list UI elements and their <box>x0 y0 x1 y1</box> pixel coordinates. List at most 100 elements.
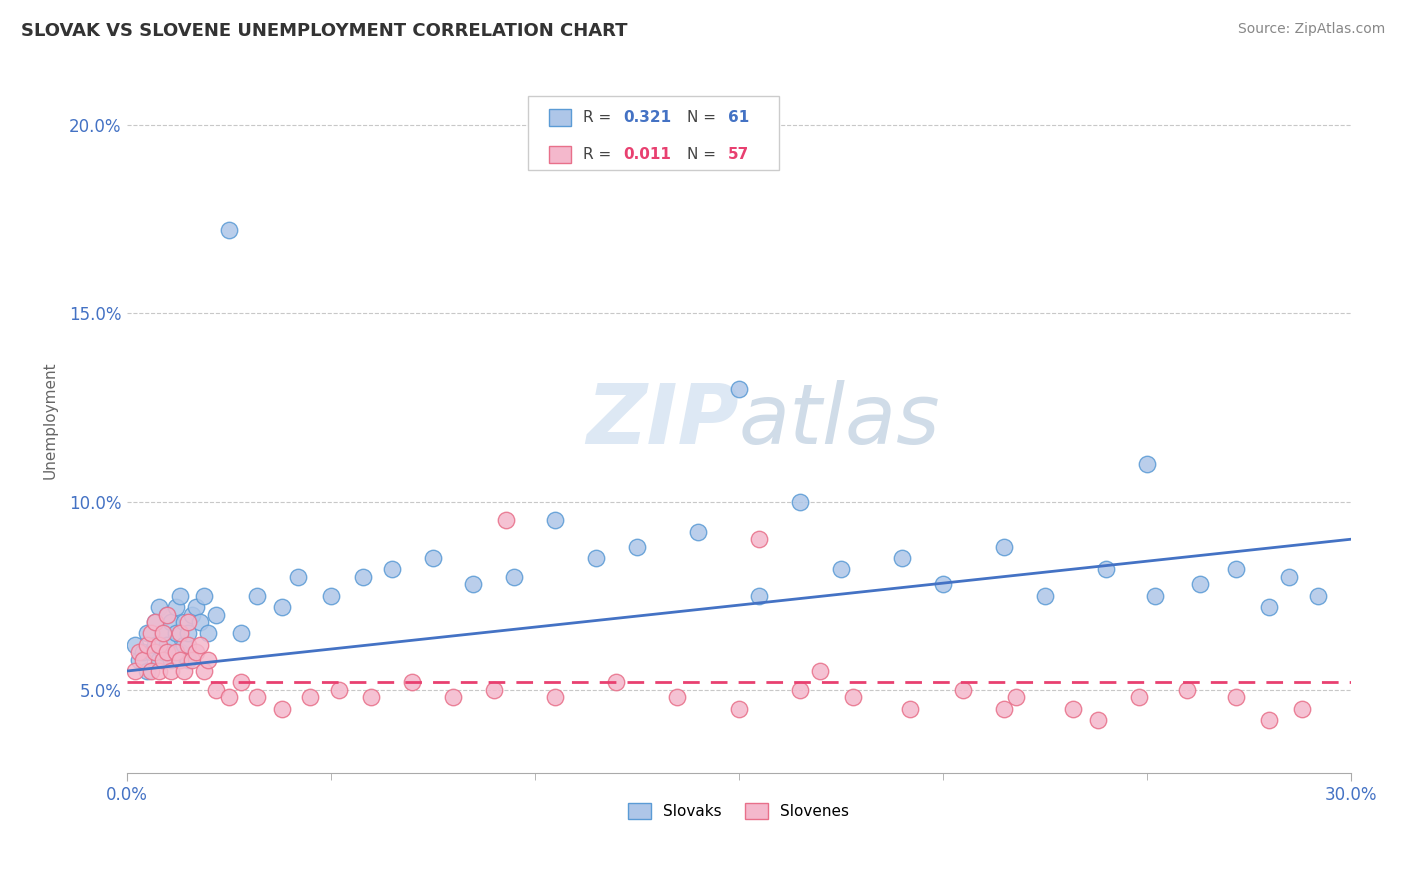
Point <box>143 638 166 652</box>
Point <box>152 653 174 667</box>
Point <box>156 638 179 652</box>
Point <box>205 682 228 697</box>
Point <box>890 551 912 566</box>
Point <box>132 645 155 659</box>
Bar <box>548 110 571 127</box>
Text: Source: ZipAtlas.com: Source: ZipAtlas.com <box>1237 22 1385 37</box>
Point <box>188 638 211 652</box>
Point <box>585 551 607 566</box>
Point <box>160 653 183 667</box>
Point <box>173 638 195 652</box>
Point <box>727 382 749 396</box>
Point <box>152 626 174 640</box>
Point <box>789 682 811 697</box>
Point <box>1095 562 1118 576</box>
Point <box>128 645 150 659</box>
Text: 61: 61 <box>728 111 749 125</box>
Point <box>229 675 252 690</box>
Point <box>352 570 374 584</box>
Point <box>1291 702 1313 716</box>
Point <box>270 702 292 716</box>
Point <box>143 645 166 659</box>
Point <box>328 682 350 697</box>
Point <box>165 645 187 659</box>
Point <box>401 675 423 690</box>
Point <box>270 600 292 615</box>
Point <box>1306 589 1329 603</box>
Point <box>136 626 159 640</box>
Point <box>789 494 811 508</box>
Point <box>1087 713 1109 727</box>
Point <box>1258 713 1281 727</box>
Point <box>139 664 162 678</box>
Point <box>169 653 191 667</box>
Point <box>842 690 865 705</box>
Point <box>1225 562 1247 576</box>
Point <box>148 638 170 652</box>
Point <box>1062 702 1084 716</box>
Point <box>931 577 953 591</box>
Point <box>218 223 240 237</box>
Point <box>360 690 382 705</box>
Point <box>177 626 200 640</box>
Point <box>1177 682 1199 697</box>
Point <box>898 702 921 716</box>
Point <box>605 675 627 690</box>
Point <box>544 513 567 527</box>
Point <box>156 607 179 622</box>
Point <box>544 690 567 705</box>
Point <box>1136 457 1159 471</box>
Point <box>1225 690 1247 705</box>
Y-axis label: Unemployment: Unemployment <box>44 362 58 479</box>
Point <box>180 653 202 667</box>
Point <box>830 562 852 576</box>
Point <box>165 600 187 615</box>
Bar <box>548 146 571 163</box>
Point <box>197 653 219 667</box>
Point <box>748 533 770 547</box>
Point <box>132 653 155 667</box>
Point <box>193 589 215 603</box>
Point <box>156 607 179 622</box>
FancyBboxPatch shape <box>529 95 779 169</box>
Point <box>441 690 464 705</box>
Point <box>1278 570 1301 584</box>
Point <box>160 615 183 629</box>
Point <box>152 626 174 640</box>
Text: atlas: atlas <box>738 380 941 461</box>
Point <box>177 615 200 629</box>
Text: SLOVAK VS SLOVENE UNEMPLOYMENT CORRELATION CHART: SLOVAK VS SLOVENE UNEMPLOYMENT CORRELATI… <box>21 22 627 40</box>
Point <box>495 513 517 527</box>
Point <box>152 645 174 659</box>
Point <box>136 664 159 678</box>
Point <box>727 702 749 716</box>
Point <box>229 626 252 640</box>
Point <box>143 615 166 629</box>
Point <box>165 626 187 640</box>
Point <box>1005 690 1028 705</box>
Point <box>184 600 207 615</box>
Point <box>128 653 150 667</box>
Point <box>177 653 200 667</box>
Point <box>993 702 1015 716</box>
Point <box>482 682 505 697</box>
Point <box>169 645 191 659</box>
Text: 0.011: 0.011 <box>624 147 672 162</box>
Point <box>148 664 170 678</box>
Point <box>503 570 526 584</box>
Point <box>173 615 195 629</box>
Point <box>993 540 1015 554</box>
Point <box>124 664 146 678</box>
Point <box>626 540 648 554</box>
Point <box>1143 589 1166 603</box>
Point <box>139 645 162 659</box>
Point <box>1188 577 1211 591</box>
Point <box>148 600 170 615</box>
Point <box>148 653 170 667</box>
Point <box>139 626 162 640</box>
Point <box>952 682 974 697</box>
Point <box>169 626 191 640</box>
Point <box>1033 589 1056 603</box>
Text: R =: R = <box>583 111 616 125</box>
Point <box>246 690 269 705</box>
